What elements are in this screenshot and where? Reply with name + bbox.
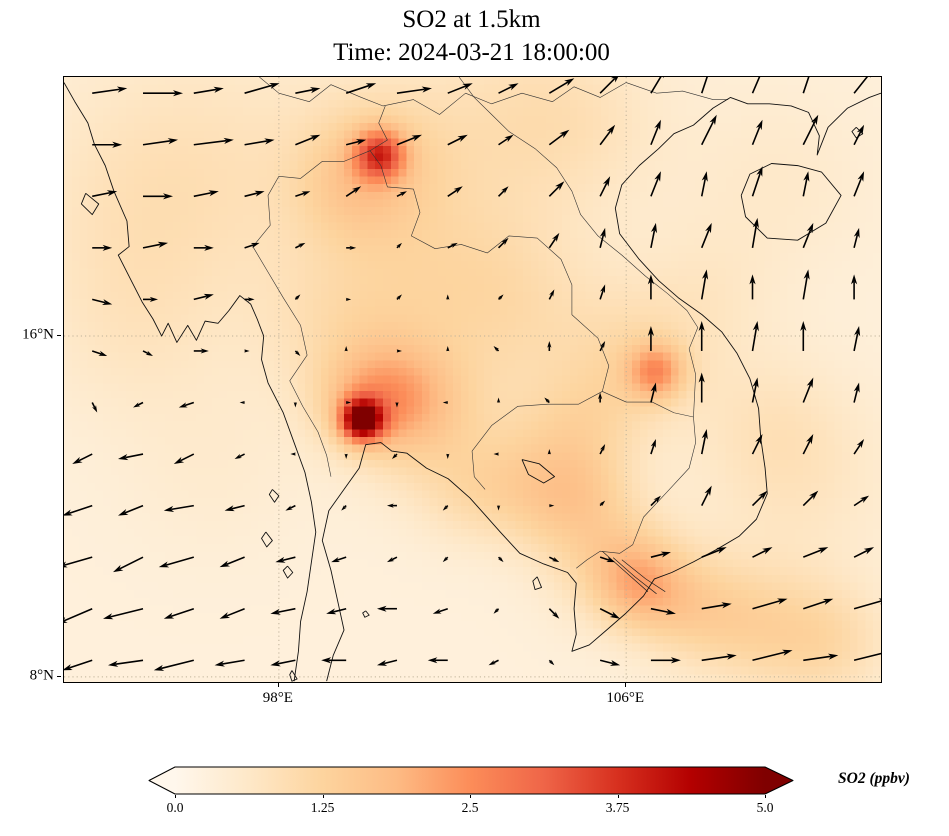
y-tick-mark [57, 335, 61, 337]
y-tick-mark [57, 675, 61, 677]
colorbar-tick-label: 0.0 [166, 800, 184, 815]
x-tick-label: 106°E [606, 690, 645, 706]
colorbar-canvas [148, 766, 794, 795]
map-canvas [64, 77, 881, 682]
colorbar-tick-label: 5.0 [756, 800, 774, 815]
colorbar-tick-mark [322, 795, 324, 798]
chart-title: SO2 at 1.5km Time: 2024-03-21 18:00:00 [63, 3, 880, 69]
colorbar-tick-mark [765, 795, 766, 798]
title-line2: Time: 2024-03-21 18:00:00 [333, 39, 610, 66]
x-tick-mark [277, 683, 279, 687]
colorbar-tick-mark [470, 795, 471, 798]
colorbar-tick-label: 2.5 [461, 800, 479, 815]
colorbar-label: SO2 (ppbv) [838, 770, 910, 787]
x-tick-label: 98°E [262, 690, 293, 706]
y-tick-label: 8°N [29, 667, 54, 684]
x-tick-mark [625, 683, 627, 687]
colorbar-tick-mark [617, 795, 619, 798]
colorbar [148, 766, 794, 795]
map-plot [63, 76, 882, 683]
colorbar-tick-label: 3.75 [605, 800, 630, 815]
title-line1: SO2 at 1.5km [402, 6, 541, 33]
colorbar-tick-mark [175, 795, 176, 798]
y-tick-label: 16°N [22, 326, 54, 343]
colorbar-tick-label: 1.25 [310, 800, 335, 815]
